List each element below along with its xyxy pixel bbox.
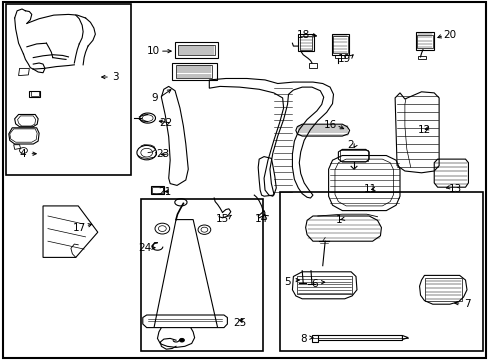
Polygon shape [311,335,317,342]
Bar [308,63,316,68]
Text: 16: 16 [323,120,337,130]
Bar [176,65,212,78]
Polygon shape [402,336,407,339]
Text: 12: 12 [417,125,430,135]
Text: 22: 22 [159,118,173,128]
Text: 11: 11 [363,184,377,194]
Text: 18: 18 [296,30,309,40]
Bar [417,56,425,59]
Bar [297,276,351,294]
Text: 20: 20 [443,30,455,40]
Bar [175,42,218,58]
Bar [29,91,40,97]
Bar [416,35,432,48]
Bar [331,34,348,55]
Text: 5: 5 [284,276,290,287]
Text: 1: 1 [335,215,342,225]
Text: 23: 23 [156,149,169,159]
Text: 17: 17 [73,222,86,233]
Text: 9: 9 [151,93,158,103]
Bar [316,335,402,340]
Text: 13: 13 [448,184,462,194]
Text: 21: 21 [158,186,172,197]
Circle shape [179,338,184,342]
Text: 6: 6 [311,279,318,289]
Bar [340,150,367,161]
Bar [334,55,344,58]
Bar [6,4,131,175]
Text: 10: 10 [146,46,159,56]
Text: 3: 3 [112,72,119,82]
Text: 4: 4 [20,149,26,159]
Bar [415,32,433,50]
Bar [298,34,313,51]
Bar [150,186,164,194]
Bar [31,91,39,96]
Bar [299,36,312,50]
Bar [152,187,163,193]
Bar [172,63,217,80]
Text: 2: 2 [346,140,353,150]
Text: 7: 7 [463,299,470,309]
Text: 15: 15 [215,213,229,224]
Text: 14: 14 [254,213,267,224]
Bar [425,278,461,301]
Text: 19: 19 [337,54,350,64]
Bar [332,36,347,53]
Text: 8: 8 [300,334,306,344]
Text: 24: 24 [138,243,151,253]
Text: 25: 25 [232,318,246,328]
Bar [279,192,482,351]
Bar [178,45,214,55]
Bar [141,199,263,351]
